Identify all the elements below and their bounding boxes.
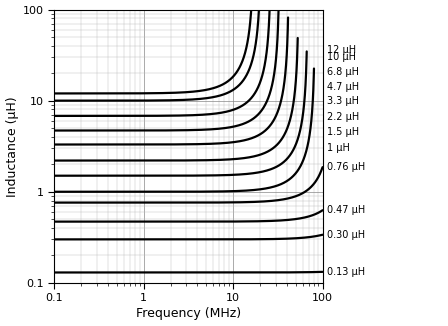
Text: 1 μH: 1 μH (327, 143, 349, 153)
Text: 1.5 μH: 1.5 μH (327, 127, 359, 137)
Text: 12 μH: 12 μH (327, 45, 356, 55)
Text: 6.8 μH: 6.8 μH (327, 67, 359, 78)
Text: 0.47 μH: 0.47 μH (327, 205, 365, 215)
Text: 0.76 μH: 0.76 μH (327, 162, 365, 172)
Text: 10 μH: 10 μH (327, 52, 356, 62)
Text: 3.3 μH: 3.3 μH (327, 96, 359, 106)
Text: 0.30 μH: 0.30 μH (327, 230, 365, 240)
Text: 2.2 μH: 2.2 μH (327, 112, 359, 122)
Text: 4.7 μH: 4.7 μH (327, 82, 359, 92)
Y-axis label: Inductance (μH): Inductance (μH) (5, 96, 18, 197)
X-axis label: Frequency (MHz): Frequency (MHz) (136, 307, 241, 320)
Text: 0.13 μH: 0.13 μH (327, 267, 365, 277)
